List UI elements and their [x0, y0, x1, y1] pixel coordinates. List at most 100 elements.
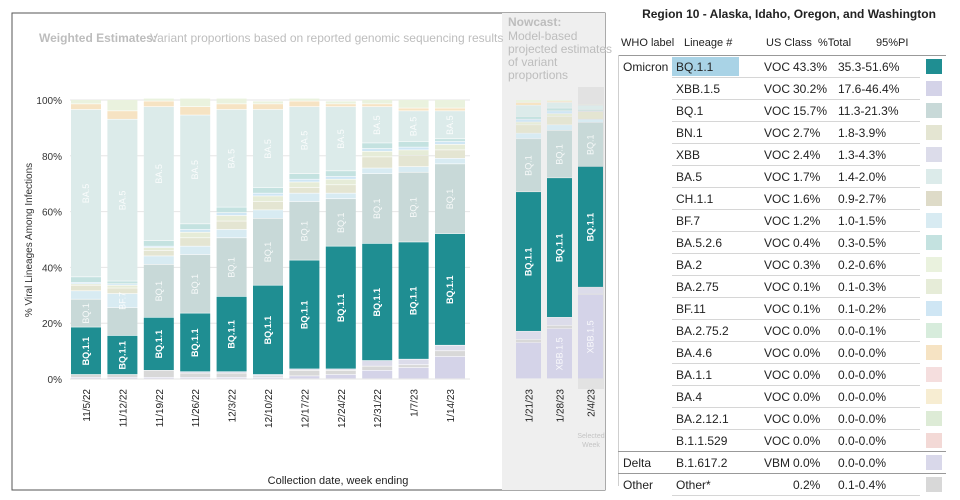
row-lineage: XBB	[676, 148, 701, 162]
weighted-bar-label: BQ.1	[190, 274, 200, 295]
weighted-segment-ba-2	[398, 100, 429, 108]
row-us-class: VOC	[764, 192, 791, 206]
nowcast-segment-bn-1	[547, 116, 572, 125]
weighted-bar-label: BA.5	[81, 184, 91, 204]
nowcast-segment-ba-5-2-6	[516, 116, 541, 119]
table-row[interactable]: BN.1 VOC 2.7% 1.8-3.9%	[618, 122, 960, 144]
table-row[interactable]: BF.11 VOC 0.1% 0.1-0.2%	[618, 298, 960, 320]
weighted-segment-ba-5	[398, 111, 429, 142]
nowcast-segment-bq-1	[578, 122, 603, 167]
table-row[interactable]: B.1.1.529 VOC 0.0% 0.0-0.0%	[618, 430, 960, 452]
table-row[interactable]: BA.2.75.2 VOC 0.0% 0.0-0.1%	[618, 320, 960, 342]
nowcast-segment-bq-1	[516, 139, 541, 192]
weighted-segment-xbb-1-5	[398, 367, 429, 379]
table-row[interactable]: Omicron BQ.1.1 VOC 43.3% 35.3-51.6%	[618, 56, 960, 78]
row-divider	[672, 165, 920, 166]
weighted-segment-ba-2	[325, 101, 356, 104]
row-total: 0.4%	[793, 236, 821, 250]
header-lineage: Lineage #	[684, 37, 733, 49]
row-total: 0.1%	[793, 302, 821, 316]
y-tick-label: 20%	[42, 319, 62, 330]
nowcast-segment-ba-2-75	[547, 113, 572, 117]
weighted-segment-bf-7	[71, 291, 101, 299]
row-us-class: VOC	[764, 82, 791, 96]
weighted-segment-ba-2	[253, 101, 283, 104]
weighted-segment-ba-2	[435, 100, 465, 108]
weighted-bar-label: BQ.1	[445, 189, 455, 210]
table-row[interactable]: BQ.1 VOC 15.7% 11.3-21.3%	[618, 100, 960, 122]
weighted-segment-ba-5-2-6	[253, 187, 283, 193]
weighted-segment-bq-1	[435, 164, 465, 234]
row-divider	[672, 429, 920, 430]
table-row[interactable]: BA.5.2.6 VOC 0.4% 0.3-0.5%	[618, 232, 960, 254]
y-tick-label: 40%	[42, 263, 62, 274]
selected-week-label: Selected	[577, 433, 604, 440]
weighted-bar-label: BQ.1.1	[81, 337, 91, 366]
weighted-segment-ba-2-75	[180, 232, 211, 238]
color-swatch	[926, 367, 942, 382]
table-row[interactable]: BF.7 VOC 1.2% 1.0-1.5%	[618, 210, 960, 232]
row-us-class: VOC	[764, 60, 791, 74]
row-lineage: XBB.1.5	[676, 82, 721, 96]
row-95pi: 1.0-1.5%	[838, 214, 887, 228]
weighted-segment-other	[435, 351, 465, 357]
weighted-segment-xbb	[398, 359, 429, 365]
weighted-segment-bq-1	[398, 172, 429, 242]
weighted-bar-label: BQ.1.1	[263, 316, 273, 345]
weighted-segment-ba-4-6	[398, 108, 429, 111]
table-row[interactable]: CH.1.1 VOC 1.6% 0.9-2.7%	[618, 188, 960, 210]
row-divider	[672, 341, 920, 342]
table-row[interactable]: Delta B.1.617.2 VBM 0.0% 0.0-0.0%	[618, 452, 960, 474]
weighted-segment-bf-11	[216, 212, 247, 216]
weighted-segment-ba-5	[325, 106, 356, 171]
nowcast-subtitle-line: Model-based	[508, 29, 577, 43]
weighted-bar-label: BQ.1.1	[372, 288, 382, 317]
weighted-segment-bq-1-1	[325, 246, 356, 369]
table-row[interactable]: BA.2.75 VOC 0.1% 0.1-0.3%	[618, 276, 960, 298]
row-who-label: Other	[623, 478, 654, 492]
weighted-segment-ba-2	[180, 98, 211, 107]
weighted-segment-bn-1	[435, 150, 465, 158]
row-95pi: 0.2-0.6%	[838, 258, 887, 272]
weighted-segment-bf-11	[362, 148, 393, 152]
row-lineage: Other*	[676, 478, 711, 492]
weighted-segment-bn-1	[362, 157, 393, 168]
row-lineage: BQ.1.1	[676, 60, 714, 74]
weighted-segment-bf-7	[143, 256, 174, 265]
weighted-segment-ba-5-2-6	[362, 143, 393, 149]
weighted-segment-xbb-1-5	[325, 374, 356, 379]
nowcast-segment-xbb-1-5	[578, 294, 603, 379]
weighted-segment-bn-1	[325, 185, 356, 193]
table-row[interactable]: Other Other* 0.2% 0.1-0.4%	[618, 474, 960, 496]
weighted-segment-xbb-1-5	[180, 377, 211, 379]
color-swatch	[926, 389, 942, 404]
weighted-segment-ba-5	[216, 109, 247, 207]
table-row[interactable]: BA.5 VOC 1.7% 1.4-2.0%	[618, 166, 960, 188]
row-total: 43.3%	[793, 60, 828, 74]
row-total: 0.0%	[793, 456, 821, 470]
nowcast-segment-xbb	[516, 331, 541, 340]
weighted-segment-bq-1-1	[71, 327, 101, 375]
table-row[interactable]: XBB.1.5 VOC 30.2% 17.6-46.4%	[618, 78, 960, 100]
nowcast-segment-ba-5	[547, 102, 572, 108]
header-95pi: 95%PI	[876, 37, 909, 49]
nowcast-title: Nowcast:	[508, 15, 561, 29]
weighted-segment-ba-5	[71, 109, 101, 277]
weighted-bar-label: BQ.1	[409, 197, 419, 218]
table-row[interactable]: BA.2 VOC 0.3% 0.2-0.6%	[618, 254, 960, 276]
table-row[interactable]: BA.1.1 VOC 0.0% 0.0-0.0%	[618, 364, 960, 386]
row-us-class: VOC	[764, 302, 791, 316]
weighted-segment-bf-11	[289, 179, 320, 182]
table-row[interactable]: BA.2.12.1 VOC 0.0% 0.0-0.0%	[618, 408, 960, 430]
row-who-label: Delta	[623, 456, 652, 470]
weighted-segment-ba-5-2-6	[398, 141, 429, 147]
weighted-bar-label: BA.5	[227, 149, 237, 169]
nowcast-bar-label: BQ.1.1	[524, 248, 534, 277]
weighted-segment-bq-1-1	[435, 233, 465, 345]
table-row[interactable]: BA.4.6 VOC 0.0% 0.0-0.0%	[618, 342, 960, 364]
table-row[interactable]: XBB VOC 2.4% 1.3-4.3%	[618, 144, 960, 166]
weighted-segment-other	[325, 370, 356, 375]
table-row[interactable]: BA.4 VOC 0.0% 0.0-0.0%	[618, 386, 960, 408]
row-divider	[672, 121, 920, 122]
weighted-segment-bq-1-1	[362, 243, 393, 361]
